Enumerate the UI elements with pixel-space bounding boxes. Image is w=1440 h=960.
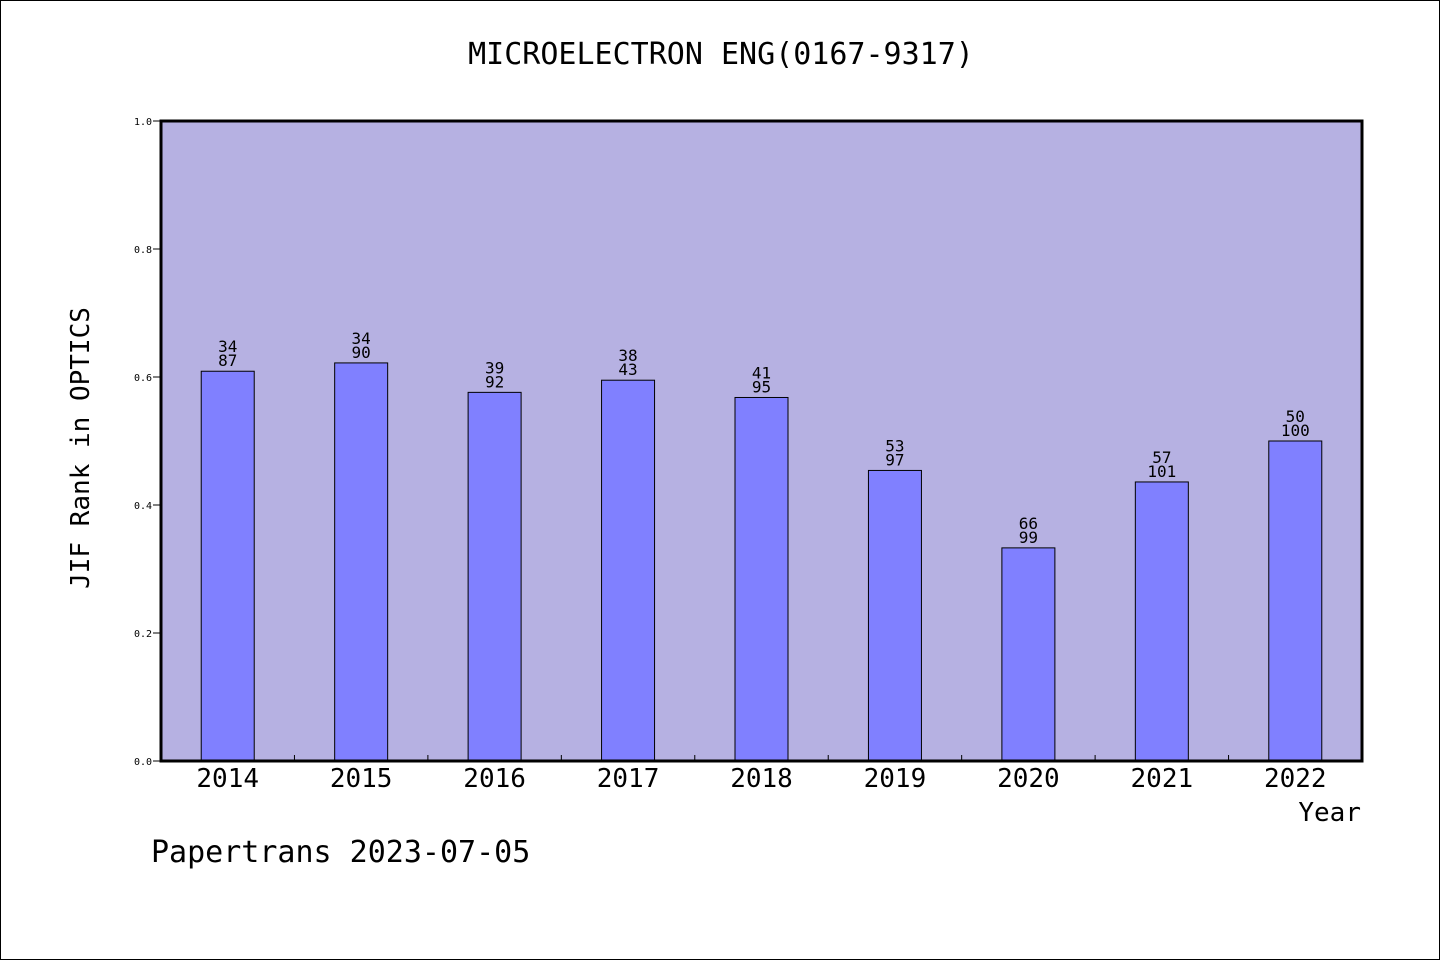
y-tick-label: 1.0 — [134, 117, 152, 128]
bar-2017 — [601, 379, 656, 762]
bar-total-label: 99 — [1019, 528, 1038, 547]
bar-2014 — [200, 370, 255, 762]
bar-2022 — [1268, 440, 1323, 762]
x-tick-label: 2014 — [196, 764, 259, 794]
bar-rank-label: 41 — [752, 363, 771, 382]
bar-rank-label: 66 — [1019, 514, 1038, 533]
y-tick-label: 0.2 — [134, 629, 152, 640]
bar-rank-label: 34 — [218, 337, 237, 356]
bar-2015 — [334, 362, 389, 762]
bar-2021 — [1134, 481, 1189, 762]
bar-rank-label: 53 — [885, 436, 904, 455]
bar-2016 — [467, 391, 522, 762]
plot-border — [159, 119, 1364, 763]
footer-credit: Papertrans 2023-07-05 — [151, 835, 531, 870]
y-axis-label: JIF Rank in OPTICS — [66, 307, 96, 589]
bar-rank-label: 38 — [618, 346, 637, 365]
x-tick-label: 2015 — [330, 764, 393, 794]
bar-total-label: 92 — [485, 372, 504, 391]
x-tick-label: 2022 — [1264, 764, 1327, 794]
bar-total-label: 43 — [618, 360, 637, 379]
y-tick-label: 0.0 — [134, 757, 152, 768]
bar-2020 — [1001, 547, 1056, 762]
y-tick-label: 0.4 — [134, 501, 152, 512]
x-tick-label: 2016 — [463, 764, 526, 794]
bar-total-label: 101 — [1147, 462, 1176, 481]
bar-2018 — [734, 396, 789, 762]
bar-total-label: 87 — [218, 351, 237, 370]
bar-rank-label: 39 — [485, 358, 504, 377]
bar-rank-label: 57 — [1152, 448, 1171, 467]
x-tick-label: 2020 — [997, 764, 1060, 794]
bar-2019 — [867, 469, 922, 762]
x-tick-label: 2018 — [730, 764, 793, 794]
x-tick-label: 2019 — [864, 764, 927, 794]
bar-total-label: 100 — [1281, 421, 1310, 440]
bar-total-label: 97 — [885, 450, 904, 469]
y-tick-label: 0.8 — [134, 245, 152, 256]
bar-total-label: 90 — [352, 343, 371, 362]
bar-total-label: 95 — [752, 377, 771, 396]
bar-rank-label: 34 — [352, 329, 371, 348]
x-tick-label: 2017 — [597, 764, 660, 794]
y-tick-label: 0.6 — [134, 373, 152, 384]
x-tick-label: 2021 — [1131, 764, 1194, 794]
bar-rank-label: 50 — [1286, 407, 1305, 426]
chart-title: MICROELECTRON ENG(0167-9317) — [468, 37, 974, 72]
x-axis-label: Year — [1298, 798, 1361, 828]
